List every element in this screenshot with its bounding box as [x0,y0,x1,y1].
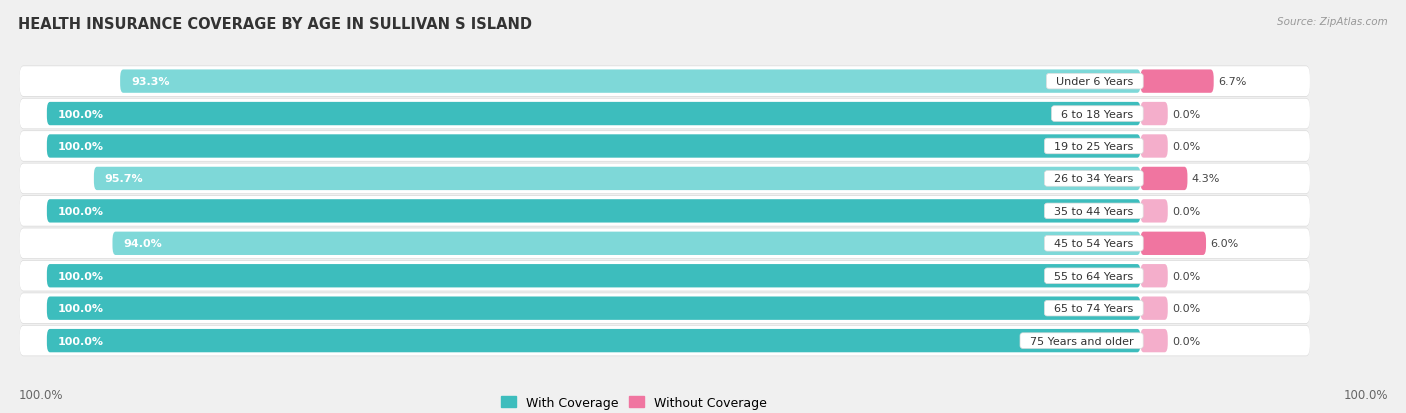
Text: 100.0%: 100.0% [58,142,104,152]
Text: 93.3%: 93.3% [131,77,170,87]
FancyBboxPatch shape [20,325,1310,356]
Text: 6 to 18 Years: 6 to 18 Years [1054,109,1140,119]
FancyBboxPatch shape [20,326,1310,356]
FancyBboxPatch shape [1140,102,1168,126]
Text: 55 to 64 Years: 55 to 64 Years [1047,271,1140,281]
Text: 100.0%: 100.0% [58,206,104,216]
Text: 100.0%: 100.0% [1343,388,1388,401]
FancyBboxPatch shape [1140,232,1206,255]
FancyBboxPatch shape [46,200,1140,223]
FancyBboxPatch shape [20,164,1310,194]
Text: 100.0%: 100.0% [18,388,63,401]
FancyBboxPatch shape [1140,135,1168,158]
FancyBboxPatch shape [1140,200,1168,223]
FancyBboxPatch shape [20,67,1310,97]
Text: 6.0%: 6.0% [1211,239,1239,249]
Text: 0.0%: 0.0% [1173,304,1201,313]
Text: 4.3%: 4.3% [1192,174,1220,184]
Text: 100.0%: 100.0% [58,304,104,313]
Text: 100.0%: 100.0% [58,271,104,281]
Text: 26 to 34 Years: 26 to 34 Years [1047,174,1140,184]
FancyBboxPatch shape [1140,167,1188,191]
Text: 0.0%: 0.0% [1173,206,1201,216]
FancyBboxPatch shape [46,297,1140,320]
Text: 19 to 25 Years: 19 to 25 Years [1047,142,1140,152]
FancyBboxPatch shape [20,131,1310,162]
Text: 6.7%: 6.7% [1218,77,1247,87]
FancyBboxPatch shape [1140,329,1168,352]
Text: 45 to 54 Years: 45 to 54 Years [1047,239,1140,249]
FancyBboxPatch shape [20,99,1310,130]
FancyBboxPatch shape [20,261,1310,291]
FancyBboxPatch shape [20,294,1310,323]
Text: 0.0%: 0.0% [1173,142,1201,152]
FancyBboxPatch shape [20,196,1310,227]
FancyBboxPatch shape [20,132,1310,161]
FancyBboxPatch shape [20,229,1310,259]
FancyBboxPatch shape [46,135,1140,158]
Text: 100.0%: 100.0% [58,336,104,346]
Text: 65 to 74 Years: 65 to 74 Years [1047,304,1140,313]
Text: 0.0%: 0.0% [1173,336,1201,346]
Text: 75 Years and older: 75 Years and older [1022,336,1140,346]
Text: HEALTH INSURANCE COVERAGE BY AGE IN SULLIVAN S ISLAND: HEALTH INSURANCE COVERAGE BY AGE IN SULL… [18,17,533,31]
FancyBboxPatch shape [20,197,1310,226]
FancyBboxPatch shape [46,329,1140,352]
FancyBboxPatch shape [1140,70,1213,94]
Legend: With Coverage, Without Coverage: With Coverage, Without Coverage [496,391,772,413]
Text: 35 to 44 Years: 35 to 44 Years [1047,206,1140,216]
FancyBboxPatch shape [112,232,1140,255]
Text: 0.0%: 0.0% [1173,271,1201,281]
Text: 100.0%: 100.0% [58,109,104,119]
FancyBboxPatch shape [20,164,1310,195]
Text: 94.0%: 94.0% [124,239,162,249]
Text: Source: ZipAtlas.com: Source: ZipAtlas.com [1277,17,1388,26]
Text: 95.7%: 95.7% [105,174,143,184]
FancyBboxPatch shape [20,66,1310,97]
FancyBboxPatch shape [1140,297,1168,320]
FancyBboxPatch shape [46,102,1140,126]
FancyBboxPatch shape [46,264,1140,288]
FancyBboxPatch shape [120,70,1140,94]
FancyBboxPatch shape [20,261,1310,292]
Text: Under 6 Years: Under 6 Years [1049,77,1140,87]
FancyBboxPatch shape [94,167,1140,191]
FancyBboxPatch shape [20,228,1310,259]
FancyBboxPatch shape [20,293,1310,324]
Text: 0.0%: 0.0% [1173,109,1201,119]
FancyBboxPatch shape [20,100,1310,129]
FancyBboxPatch shape [1140,264,1168,288]
